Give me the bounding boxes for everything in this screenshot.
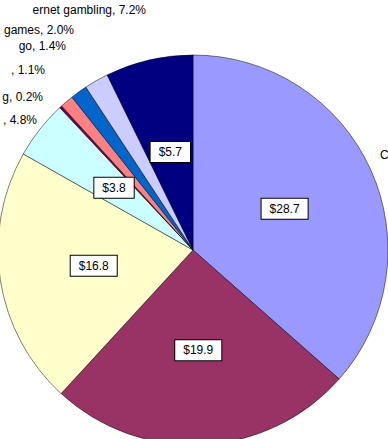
svg-text:g, 0.2%: g, 0.2% [2,90,43,104]
svg-text:$19.9: $19.9 [183,343,213,357]
svg-text:, 1.1%: , 1.1% [11,63,45,77]
svg-text:go, 1.4%: go, 1.4% [19,39,67,53]
svg-text:$28.7: $28.7 [270,202,300,216]
svg-text:ernet gambling, 7.2%: ernet gambling, 7.2% [33,3,147,17]
svg-text:$16.8: $16.8 [79,259,109,273]
svg-text:C: C [380,148,388,162]
svg-text:$5.7: $5.7 [159,145,183,159]
svg-text:$3.8: $3.8 [102,181,126,195]
svg-text:games, 2.0%: games, 2.0% [4,23,74,37]
svg-text:, 4.8%: , 4.8% [3,113,37,127]
